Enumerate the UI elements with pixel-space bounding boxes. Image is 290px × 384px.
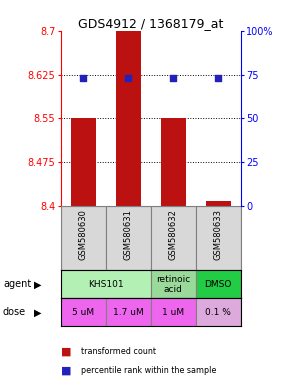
Text: 1.7 uM: 1.7 uM xyxy=(113,308,144,317)
Bar xyxy=(61,206,106,270)
Bar xyxy=(206,201,231,206)
Text: 1 uM: 1 uM xyxy=(162,308,184,317)
Text: 5 uM: 5 uM xyxy=(72,308,95,317)
Point xyxy=(216,75,220,81)
Bar xyxy=(106,206,151,270)
Bar xyxy=(61,298,106,326)
Bar xyxy=(106,298,151,326)
Text: DMSO: DMSO xyxy=(204,280,232,289)
Bar xyxy=(196,206,241,270)
Point xyxy=(126,75,130,81)
Text: percentile rank within the sample: percentile rank within the sample xyxy=(81,366,217,375)
Text: agent: agent xyxy=(3,279,31,289)
Text: GSM580633: GSM580633 xyxy=(214,209,223,260)
Bar xyxy=(196,298,241,326)
Bar xyxy=(116,31,141,206)
Bar xyxy=(61,270,151,298)
Text: ■: ■ xyxy=(61,366,71,376)
Text: ▶: ▶ xyxy=(34,279,41,289)
Point xyxy=(81,75,86,81)
Text: 0.1 %: 0.1 % xyxy=(205,308,231,317)
Bar xyxy=(151,270,196,298)
Text: ▶: ▶ xyxy=(34,307,41,317)
Bar xyxy=(161,118,186,206)
Text: ■: ■ xyxy=(61,346,71,356)
Text: transformed count: transformed count xyxy=(81,347,156,356)
Text: GSM580632: GSM580632 xyxy=(169,209,178,260)
Text: dose: dose xyxy=(3,307,26,317)
Bar xyxy=(71,118,96,206)
Text: KHS101: KHS101 xyxy=(88,280,124,289)
Bar xyxy=(196,270,241,298)
Text: retinoic
acid: retinoic acid xyxy=(156,275,191,294)
Bar xyxy=(151,298,196,326)
Bar xyxy=(151,206,196,270)
Point xyxy=(171,75,175,81)
Text: GSM580630: GSM580630 xyxy=(79,209,88,260)
Title: GDS4912 / 1368179_at: GDS4912 / 1368179_at xyxy=(78,17,224,30)
Text: GSM580631: GSM580631 xyxy=(124,209,133,260)
